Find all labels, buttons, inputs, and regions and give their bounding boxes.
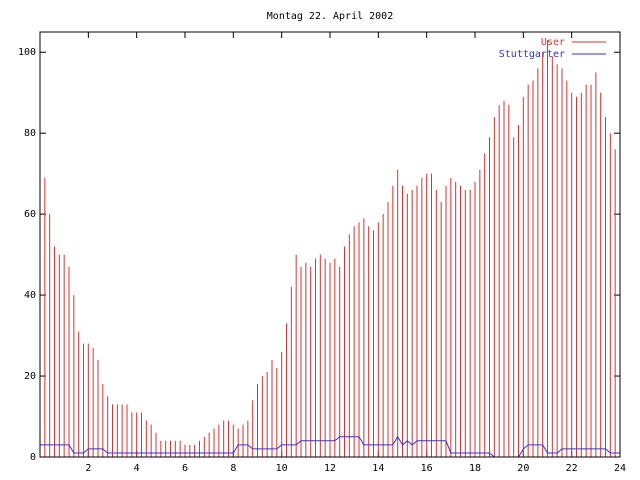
y-tick-label: 0 xyxy=(30,452,36,463)
line xyxy=(40,435,620,458)
legend-label: Stuttgarter xyxy=(499,49,565,60)
x-tick-label: 18 xyxy=(469,463,481,474)
y-tick-label: 40 xyxy=(24,290,36,301)
x-tick-label: 20 xyxy=(517,463,529,474)
plot-border xyxy=(39,31,621,458)
x-tick-label: 12 xyxy=(324,463,336,474)
y-tick-label: 20 xyxy=(24,371,36,382)
x-tick-label: 4 xyxy=(134,463,140,474)
x-tick-label: 2 xyxy=(85,463,91,474)
legend-label: User xyxy=(541,37,565,48)
chart-title: Montag 22. April 2002 xyxy=(267,11,393,22)
x-tick-label: 22 xyxy=(566,463,578,474)
x-tick-label: 16 xyxy=(421,463,433,474)
x-tick-label: 14 xyxy=(372,463,384,474)
x-tick-label: 10 xyxy=(276,463,288,474)
x-tick-label: 6 xyxy=(182,463,188,474)
y-tick-label: 80 xyxy=(24,128,36,139)
x-tick-label: 8 xyxy=(230,463,236,474)
y-tick-label: 100 xyxy=(18,47,36,58)
y-tick-label: 60 xyxy=(24,209,36,220)
x-tick-label: 24 xyxy=(614,463,626,474)
